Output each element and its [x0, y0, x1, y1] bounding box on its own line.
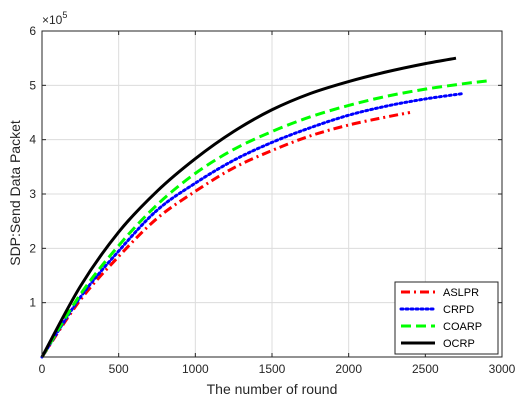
y-multiplier-exponent: 5 — [62, 10, 67, 20]
x-tick-label: 2000 — [335, 362, 362, 376]
x-tick-label: 2500 — [412, 362, 439, 376]
y-tick-label: 4 — [29, 133, 36, 147]
legend-label-aslpr: ASLPR — [443, 287, 479, 299]
x-tick-label: 0 — [39, 362, 46, 376]
y-tick-label: 1 — [29, 296, 36, 310]
y-multiplier-base: ×10 — [42, 13, 63, 27]
y-axis-label: SDP:Send Data Packet — [7, 120, 23, 266]
series-layer — [40, 56, 487, 359]
series-line-crpd — [40, 91, 466, 359]
legend-label-coarp: COARP — [443, 321, 482, 333]
legend-label-crpd: CRPD — [443, 304, 474, 316]
series-line-coarp — [40, 79, 487, 358]
x-tick-label: 3000 — [489, 362, 516, 376]
legend: ASLPR CRPD COARP OCRP — [394, 281, 499, 355]
x-tick-label: 500 — [109, 362, 129, 376]
x-axis-ticks: 0 500 1000 1500 2000 2500 3000 — [39, 31, 516, 376]
series-line-aslpr — [40, 111, 411, 358]
y-tick-label: 3 — [29, 187, 36, 201]
y-tick-label: 2 — [29, 241, 36, 255]
series-line-ocrp — [40, 56, 457, 358]
x-axis-label: The number of round — [207, 381, 338, 397]
x-tick-label: 1000 — [182, 362, 209, 376]
y-tick-label: 5 — [29, 78, 36, 92]
x-tick-label: 1500 — [259, 362, 286, 376]
legend-label-ocrp: OCRP — [443, 338, 475, 350]
y-axis-ticks: 1 2 3 4 5 6 — [29, 24, 502, 310]
y-tick-label: 6 — [29, 24, 36, 38]
y-multiplier: ×105 — [42, 10, 67, 27]
